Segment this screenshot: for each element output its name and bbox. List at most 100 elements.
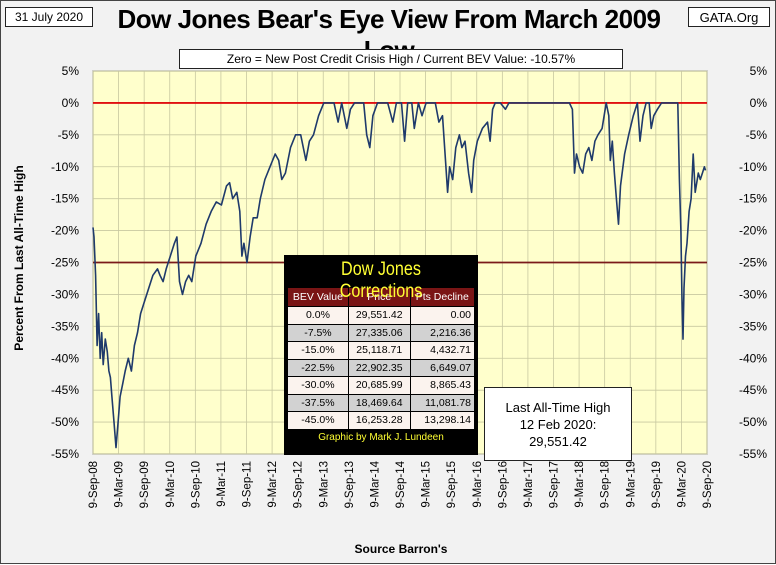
x-tick-label: 9-Sep-16: [497, 461, 509, 508]
y-tick-label-left: -55%: [51, 447, 79, 461]
cell-price: 16,253.28: [347, 411, 411, 430]
cell-price: 18,469.64: [347, 393, 411, 412]
series-line-dow-bev: [92, 102, 707, 449]
cell-bev: -15.0%: [287, 341, 349, 360]
x-tick-label: 9-Sep-20: [702, 461, 714, 508]
y-tick-label-left: -45%: [51, 383, 79, 397]
y-tick-label-right: -40%: [739, 351, 767, 365]
col-header-price: Price: [347, 287, 411, 307]
cell-bev: -22.5%: [287, 358, 349, 377]
last-high-label: Last All-Time High: [505, 399, 611, 415]
x-tick-label: 9-Sep-19: [651, 461, 663, 508]
x-tick-label: 9-Sep-15: [446, 461, 458, 508]
x-tick-labels: 9-Sep-08 9-Mar-09 9-Sep-09 9-Mar-10 9-Sep-10…: [88, 460, 714, 508]
y-tick-label-right: -20%: [739, 224, 767, 238]
cell-price: 27,335.06: [347, 323, 411, 342]
cell-decline: 11,081.78: [409, 393, 476, 412]
col-header-bev: BEV Value: [287, 287, 349, 307]
subtitle-text: Zero = New Post Credit Crisis High / Cur…: [226, 52, 576, 66]
y-tick-label-right: -5%: [746, 128, 768, 142]
cell-price: 22,902.35: [347, 358, 411, 377]
cell-price: 20,685.99: [347, 376, 411, 395]
y-tick-label-right: -45%: [739, 383, 767, 397]
x-tick-label: 9-Sep-10: [190, 461, 202, 508]
y-tick-labels-left: 5% 0% -5% -10% -15% -20% -25% -30% -35% -40% -45% -…: [51, 64, 79, 461]
cell-decline: 13,298.14: [409, 411, 476, 430]
cell-bev: -30.0%: [287, 376, 349, 395]
y-tick-label-left: -5%: [58, 128, 80, 142]
y-tick-label-right: -55%: [739, 447, 767, 461]
y-tick-label-left: 5%: [62, 64, 80, 78]
table-row: -7.5% 27,335.06 2,216.36: [287, 323, 476, 342]
table-row: -37.5% 18,469.64 11,081.78: [287, 393, 476, 412]
x-tick-label: 9-Mar-15: [421, 461, 433, 508]
table-row: 0.0% 29,551.42 0.00: [287, 306, 476, 325]
date-label: 31 July 2020: [5, 7, 93, 27]
cell-decline: 0.00: [409, 306, 476, 325]
cell-bev: 0.0%: [287, 306, 349, 325]
y-tick-label-left: -20%: [51, 224, 79, 238]
x-tick-label: 9-Sep-09: [139, 461, 151, 508]
corrections-credit: Graphic by Mark J. Lundeen: [318, 431, 444, 443]
cell-bev: -45.0%: [287, 411, 349, 430]
y-tick-labels-right: 5% 0% -5% -10% -15% -20% -25% -30% -35% -40% -45% -…: [739, 64, 767, 461]
corrections-title: Dow Jones Corrections: [339, 259, 423, 302]
y-tick-label-left: -35%: [51, 319, 79, 333]
y-tick-label-right: -25%: [739, 256, 767, 270]
cell-decline: 4,432.71: [409, 341, 476, 360]
corrections-table: BEV Value Price Pts Decline 0.0% 29,551.…: [287, 287, 476, 430]
corrections-header-row: BEV Value Price Pts Decline: [287, 287, 476, 307]
y-axis-label: Percent From Last All-Time High: [12, 165, 26, 351]
x-tick-label: 9-Mar-13: [318, 461, 330, 508]
x-tick-label: 9-Sep-12: [293, 461, 305, 508]
y-tick-label-left: -30%: [51, 287, 79, 301]
x-tick-label: 9-Sep-08: [88, 461, 100, 508]
y-tick-label-right: 0%: [750, 96, 768, 110]
x-tick-label: 9-Mar-10: [165, 461, 177, 508]
series-group: [92, 102, 707, 449]
x-tick-label: 9-Mar-09: [114, 461, 126, 508]
cell-bev: -7.5%: [287, 323, 349, 342]
cell-bev: -37.5%: [287, 393, 349, 412]
last-high-date: 12 Feb 2020:: [519, 416, 597, 432]
x-tick-label: 9-Sep-13: [344, 461, 356, 508]
table-row: -30.0% 20,685.99 8,865.43: [287, 376, 476, 395]
y-tick-label-left: -40%: [51, 351, 79, 365]
cell-price: 29,551.42: [347, 306, 411, 325]
x-tick-label: 9-Mar-19: [625, 461, 637, 508]
col-header-decline: Pts Decline: [409, 287, 476, 307]
x-tick-label: 9-Mar-14: [369, 460, 381, 507]
table-row: -45.0% 16,253.28 13,298.14: [287, 411, 476, 430]
y-tick-label-left: -50%: [51, 415, 79, 429]
y-tick-label-right: 5%: [750, 64, 768, 78]
y-tick-label-left: -10%: [51, 160, 79, 174]
y-tick-label-left: 0%: [62, 96, 80, 110]
last-high-value: 29,551.42: [529, 433, 587, 449]
y-tick-label-right: -30%: [739, 287, 767, 301]
x-tick-label: 9-Sep-18: [600, 461, 612, 508]
corrections-table-panel: Dow Jones Corrections BEV Value Price Pt…: [284, 255, 478, 455]
x-tick-label: 9-Sep-11: [242, 461, 254, 507]
x-tick-label: 9-Mar-18: [574, 461, 586, 508]
table-row: -22.5% 22,902.35 6,649.07: [287, 358, 476, 377]
x-tick-label: 9-Mar-16: [472, 461, 484, 508]
cell-decline: 6,649.07: [409, 358, 476, 377]
x-tick-label: 9-Mar-20: [676, 461, 688, 508]
y-tick-label-right: -15%: [739, 192, 767, 206]
x-tick-label: 9-Mar-11: [216, 461, 228, 507]
y-tick-label-right: -50%: [739, 415, 767, 429]
last-high-box: Last All-Time High 12 Feb 2020: 29,551.4…: [484, 387, 632, 461]
cell-decline: 2,216.36: [409, 323, 476, 342]
y-tick-label-right: -10%: [739, 160, 767, 174]
date-text: 31 July 2020: [14, 10, 84, 24]
table-row: -15.0% 25,118.71 4,432.71: [287, 341, 476, 360]
brand-text: GATA.Org: [699, 9, 759, 25]
x-tick-label: 9-Sep-14: [395, 460, 407, 508]
cell-price: 25,118.71: [347, 341, 411, 360]
brand-label: GATA.Org: [688, 7, 770, 27]
y-tick-label-left: -15%: [51, 192, 79, 206]
y-tick-label-left: -25%: [51, 256, 79, 270]
x-tick-label: 9-Mar-17: [523, 461, 535, 508]
subtitle-box: Zero = New Post Credit Crisis High / Cur…: [179, 49, 623, 69]
